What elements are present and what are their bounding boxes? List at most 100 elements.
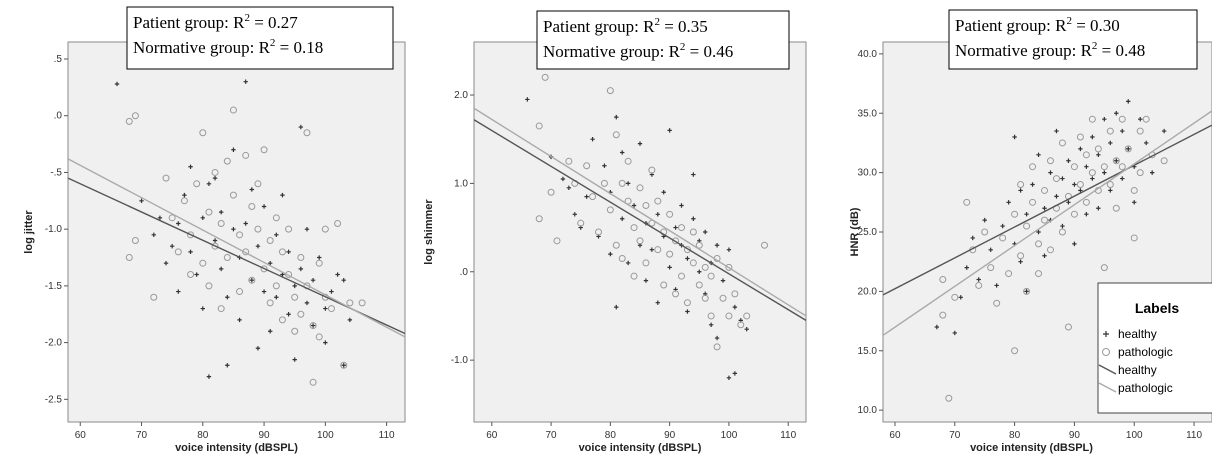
data-point-pathologic bbox=[278, 316, 286, 324]
data-point-pathologic bbox=[761, 241, 768, 249]
data-point-healthy bbox=[1084, 164, 1089, 169]
x-tick-label: 80 bbox=[605, 430, 617, 441]
x-tick-label: 80 bbox=[1009, 430, 1021, 441]
x-tick-label: 110 bbox=[1186, 430, 1202, 441]
data-point-healthy bbox=[329, 289, 334, 294]
data-point-healthy bbox=[206, 181, 212, 186]
series-healthy bbox=[114, 79, 353, 379]
data-point-healthy bbox=[625, 181, 631, 186]
y-tick-label: 10.0 bbox=[858, 405, 878, 416]
data-point-healthy bbox=[231, 226, 236, 232]
normative-group-r2: Normative group: R2 = 0.18 bbox=[133, 37, 323, 57]
data-point-healthy bbox=[703, 229, 708, 235]
data-point-healthy bbox=[280, 192, 285, 198]
data-point-pathologic bbox=[1070, 163, 1078, 171]
data-point-pathologic bbox=[131, 237, 139, 245]
annotation-superscript: 2 bbox=[654, 16, 660, 28]
data-point-healthy bbox=[964, 265, 969, 270]
data-point-healthy bbox=[614, 304, 619, 310]
data-point-pathologic bbox=[272, 214, 280, 222]
data-point-pathologic bbox=[1076, 181, 1084, 188]
data-point-pathologic bbox=[1100, 163, 1108, 171]
data-point-healthy bbox=[744, 327, 749, 332]
data-point-pathologic bbox=[547, 188, 555, 196]
y-tick-label: 15.0 bbox=[858, 346, 878, 357]
data-point-pathologic bbox=[205, 208, 213, 216]
data-point-pathologic bbox=[236, 288, 244, 296]
data-point-healthy bbox=[1042, 253, 1047, 258]
data-point-pathologic bbox=[1112, 157, 1120, 165]
data-point-pathologic bbox=[1035, 240, 1043, 248]
data-point-healthy bbox=[194, 272, 199, 277]
data-point-pathologic bbox=[630, 224, 638, 232]
legend: Labels healthy pathologic healthy pathologic bbox=[1097, 282, 1212, 414]
data-point-pathologic bbox=[1070, 210, 1078, 218]
data-point-healthy bbox=[1072, 182, 1077, 187]
data-point-pathologic bbox=[701, 294, 709, 302]
y-tick-label: 30.0 bbox=[858, 168, 878, 179]
data-point-healthy bbox=[176, 221, 181, 226]
data-point-healthy bbox=[1090, 134, 1095, 140]
data-point-healthy bbox=[341, 278, 346, 283]
data-point-pathologic bbox=[648, 166, 656, 174]
data-point-healthy bbox=[341, 363, 346, 368]
y-tick-label: 25.0 bbox=[858, 227, 878, 238]
data-point-pathologic bbox=[315, 333, 323, 341]
data-point-pathologic bbox=[291, 293, 299, 301]
data-point-pathologic bbox=[1058, 228, 1066, 236]
data-point-healthy bbox=[243, 79, 248, 84]
fit-line-healthy bbox=[883, 124, 1212, 296]
data-point-healthy bbox=[255, 346, 261, 351]
fit-line-pathologic bbox=[68, 158, 405, 338]
data-point-healthy bbox=[1072, 241, 1077, 247]
y-tick-label: 1.0 bbox=[454, 178, 468, 189]
data-point-healthy bbox=[206, 374, 212, 379]
data-point-healthy bbox=[1102, 170, 1107, 175]
data-point-pathologic bbox=[535, 122, 543, 130]
data-point-healthy bbox=[310, 323, 316, 328]
data-point-pathologic bbox=[1005, 270, 1013, 278]
data-point-healthy bbox=[1090, 176, 1095, 181]
data-point-pathologic bbox=[951, 293, 959, 301]
data-point-pathologic bbox=[672, 237, 680, 245]
data-point-healthy bbox=[255, 243, 261, 249]
data-point-pathologic bbox=[1088, 115, 1096, 123]
data-point-pathologic bbox=[272, 282, 280, 290]
data-point-healthy bbox=[970, 235, 975, 241]
data-point-pathologic bbox=[291, 327, 299, 335]
data-point-healthy bbox=[268, 260, 273, 266]
data-point-pathologic bbox=[600, 179, 608, 187]
data-point-pathologic bbox=[340, 361, 348, 369]
data-point-pathologic bbox=[1064, 323, 1072, 331]
data-point-healthy bbox=[261, 289, 267, 294]
data-point-healthy bbox=[631, 203, 637, 208]
data-point-pathologic bbox=[1112, 204, 1120, 212]
data-point-pathologic bbox=[131, 112, 139, 120]
data-point-healthy bbox=[218, 209, 224, 215]
data-point-healthy bbox=[317, 255, 322, 260]
data-point-healthy bbox=[602, 163, 607, 168]
data-point-pathologic bbox=[205, 282, 213, 290]
data-point-healthy bbox=[1054, 194, 1059, 199]
data-point-healthy bbox=[1126, 99, 1131, 104]
data-point-healthy bbox=[151, 232, 156, 238]
data-point-healthy bbox=[310, 278, 316, 283]
data-point-pathologic bbox=[150, 293, 158, 301]
data-point-pathologic bbox=[713, 343, 721, 351]
data-point-healthy bbox=[225, 295, 230, 300]
data-point-healthy bbox=[643, 278, 649, 283]
data-point-healthy bbox=[1006, 200, 1011, 205]
data-point-healthy bbox=[280, 272, 285, 277]
data-point-healthy bbox=[249, 278, 255, 283]
data-point-pathologic bbox=[260, 146, 268, 154]
data-point-pathologic bbox=[689, 259, 697, 267]
data-point-healthy bbox=[625, 260, 631, 266]
data-point-healthy bbox=[298, 124, 304, 130]
data-point-pathologic bbox=[1100, 264, 1108, 272]
data-point-pathologic bbox=[654, 246, 662, 254]
data-point-pathologic bbox=[1058, 139, 1066, 147]
data-point-healthy bbox=[608, 251, 613, 257]
data-point-healthy bbox=[1149, 170, 1155, 175]
data-point-pathologic bbox=[285, 225, 293, 233]
data-point-pathologic bbox=[963, 198, 971, 206]
